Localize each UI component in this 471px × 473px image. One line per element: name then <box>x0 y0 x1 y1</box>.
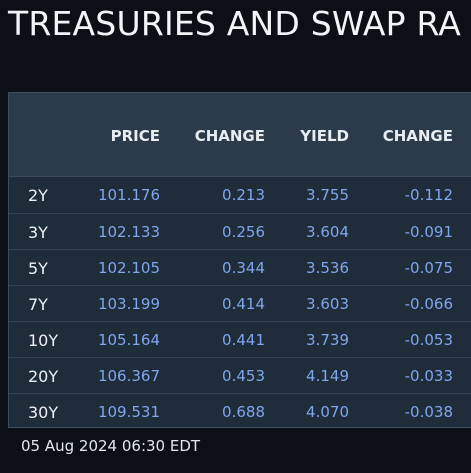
price-change-cell: 0.688 <box>222 403 265 421</box>
table-row: 5Y 102.105 0.344 3.536 -0.075 <box>9 249 471 285</box>
table-row: 7Y 103.199 0.414 3.603 -0.066 <box>9 285 471 321</box>
yield-change-cell: -0.066 <box>404 295 453 313</box>
yield-cell: 3.604 <box>306 223 349 241</box>
tenor-cell: 30Y <box>28 403 59 422</box>
rates-table: PRICE CHANGE YIELD CHANGE 2Y 101.176 0.213… <box>8 92 471 428</box>
column-header-price: PRICE <box>110 127 160 145</box>
price-cell: 106.367 <box>97 367 160 385</box>
yield-change-cell: -0.038 <box>404 403 453 421</box>
table-row: 20Y 106.367 0.453 4.149 -0.033 <box>9 357 471 393</box>
yield-cell: 3.755 <box>306 186 349 204</box>
yield-change-cell: -0.033 <box>404 367 453 385</box>
table-row: 10Y 105.164 0.441 3.739 -0.053 <box>9 321 471 357</box>
price-cell: 105.164 <box>97 331 160 349</box>
price-change-cell: 0.213 <box>222 186 265 204</box>
tenor-cell: 7Y <box>28 295 48 314</box>
price-cell: 102.105 <box>97 259 160 277</box>
yield-cell: 4.070 <box>306 403 349 421</box>
tenor-cell: 3Y <box>28 223 48 242</box>
table-row: 30Y 109.531 0.688 4.070 -0.038 <box>9 393 471 427</box>
yield-cell: 3.536 <box>306 259 349 277</box>
price-change-cell: 0.453 <box>222 367 265 385</box>
tenor-cell: 20Y <box>28 367 59 386</box>
price-change-cell: 0.414 <box>222 295 265 313</box>
page-title: TREASURIES AND SWAP RA <box>8 4 462 43</box>
yield-cell: 3.739 <box>306 331 349 349</box>
price-change-cell: 0.344 <box>222 259 265 277</box>
column-header-change: CHANGE <box>194 127 265 145</box>
tenor-cell: 5Y <box>28 259 48 278</box>
price-change-cell: 0.441 <box>222 331 265 349</box>
table-header: PRICE CHANGE YIELD CHANGE <box>9 93 471 177</box>
price-change-cell: 0.256 <box>222 223 265 241</box>
yield-change-cell: -0.053 <box>404 331 453 349</box>
timestamp: 05 Aug 2024 06:30 EDT <box>21 437 201 455</box>
column-header-yield: YIELD <box>300 127 349 145</box>
yield-change-cell: -0.112 <box>404 186 453 204</box>
table-row: 3Y 102.133 0.256 3.604 -0.091 <box>9 213 471 249</box>
column-header-yield-change: CHANGE <box>382 127 453 145</box>
tenor-cell: 10Y <box>28 331 59 350</box>
price-cell: 109.531 <box>97 403 160 421</box>
yield-change-cell: -0.091 <box>404 223 453 241</box>
yield-cell: 4.149 <box>306 367 349 385</box>
price-cell: 103.199 <box>97 295 160 313</box>
yield-change-cell: -0.075 <box>404 259 453 277</box>
yield-cell: 3.603 <box>306 295 349 313</box>
price-cell: 101.176 <box>97 186 160 204</box>
table-row: 2Y 101.176 0.213 3.755 -0.112 <box>9 177 471 213</box>
price-cell: 102.133 <box>97 223 160 241</box>
tenor-cell: 2Y <box>28 186 48 205</box>
